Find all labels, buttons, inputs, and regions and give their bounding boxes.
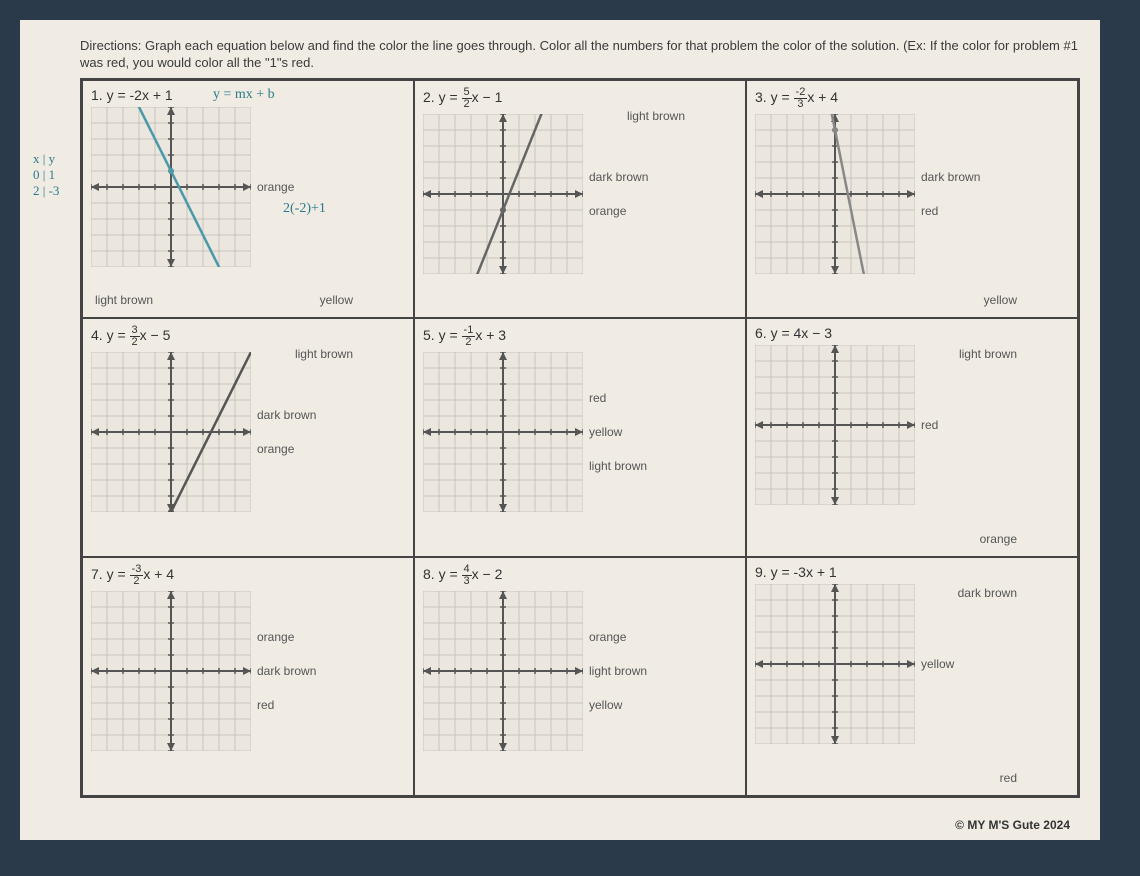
color-option: orange — [257, 630, 316, 644]
color-option: dark brown — [589, 170, 648, 184]
coordinate-graph — [755, 345, 915, 505]
coordinate-graph — [755, 584, 915, 744]
color-option: yellow — [589, 425, 647, 439]
problem-cell-2: 2. y = 52x − 1 dark brown orange light brow… — [414, 80, 746, 319]
color-labels: red yellow light brown — [589, 391, 647, 473]
color-labels: dark brown red — [921, 170, 980, 218]
equation: 3. y = -23x + 4 — [755, 87, 1069, 110]
coordinate-graph — [423, 352, 583, 512]
corner-label-br: yellow — [320, 293, 353, 307]
graph-wrap: dark brown orange — [91, 352, 405, 512]
corner-label-br: orange — [980, 532, 1017, 546]
problem-cell-9: 9. y = -3x + 1 yellow dark brown red — [746, 557, 1078, 796]
problem-cell-3: 3. y = -23x + 4 dark brown red yellow — [746, 80, 1078, 319]
equation: 8. y = 43x − 2 — [423, 564, 737, 587]
copyright: © MY M'S Gute 2024 — [955, 818, 1070, 832]
worksheet-page: Directions: Graph each equation below an… — [20, 20, 1100, 840]
corner-label-top: light brown — [295, 347, 353, 361]
graph-wrap: yellow — [755, 584, 1069, 744]
corner-label-br: red — [1000, 771, 1017, 785]
problem-cell-1: 1. y = -2x + 1y = mx + bx | y 0 | 1 2 | … — [82, 80, 414, 319]
handwritten-calc: 2(-2)+1 — [283, 201, 326, 217]
color-option: dark brown — [257, 664, 316, 678]
corner-label-br: yellow — [984, 293, 1017, 307]
equation: 2. y = 52x − 1 — [423, 87, 737, 110]
color-labels: orange dark brown red — [257, 630, 316, 712]
equation: 6. y = 4x − 3 — [755, 325, 1069, 341]
color-labels: dark brown orange — [589, 170, 648, 218]
color-option: orange — [257, 442, 316, 456]
color-option: red — [589, 391, 647, 405]
problem-cell-8: 8. y = 43x − 2 orange light brown yellow — [414, 557, 746, 796]
color-option: red — [257, 698, 316, 712]
color-labels: orange light brown yellow — [589, 630, 647, 712]
color-option: orange — [257, 180, 294, 194]
graph-wrap: orange dark brown red — [91, 591, 405, 751]
color-option: yellow — [589, 698, 647, 712]
coordinate-graph — [755, 114, 915, 274]
color-option: dark brown — [257, 408, 316, 422]
graph-wrap: dark brown orange — [423, 114, 737, 274]
problem-grid: 1. y = -2x + 1y = mx + bx | y 0 | 1 2 | … — [80, 78, 1080, 798]
problem-cell-5: 5. y = -12x + 3 red yellow light brown — [414, 318, 746, 557]
graph-wrap: orange light brown yellow — [423, 591, 737, 751]
color-option: light brown — [589, 459, 647, 473]
problem-cell-6: 6. y = 4x − 3 red light brown orange — [746, 318, 1078, 557]
color-labels: orange — [257, 180, 294, 194]
color-labels: dark brown orange — [257, 408, 316, 456]
equation: 4. y = 32x − 5 — [91, 325, 405, 348]
equation: 9. y = -3x + 1 — [755, 564, 1069, 580]
color-option: dark brown — [921, 170, 980, 184]
color-option: yellow — [921, 657, 954, 671]
color-option: orange — [589, 204, 648, 218]
color-option: red — [921, 418, 938, 432]
coordinate-graph — [91, 352, 251, 512]
corner-label-top: dark brown — [958, 586, 1017, 600]
handwritten-table: x | y 0 | 1 2 | -3 — [33, 151, 59, 199]
graph-wrap: dark brown red — [755, 114, 1069, 274]
coordinate-graph — [423, 591, 583, 751]
handwritten-slope-form: y = mx + b — [213, 87, 275, 103]
corner-label-bl: light brown — [95, 293, 153, 307]
corner-label-top: light brown — [627, 109, 685, 123]
problem-cell-4: 4. y = 32x − 5 dark brown orange light brow… — [82, 318, 414, 557]
color-labels: yellow — [921, 657, 954, 671]
color-option: red — [921, 204, 980, 218]
equation: 7. y = -32x + 4 — [91, 564, 405, 587]
graph-wrap: red — [755, 345, 1069, 505]
coordinate-graph — [423, 114, 583, 274]
color-option: light brown — [589, 664, 647, 678]
color-labels: red — [921, 418, 938, 432]
graph-wrap: orange — [91, 107, 405, 267]
coordinate-graph — [91, 107, 251, 267]
directions-text: Directions: Graph each equation below an… — [80, 38, 1080, 72]
problem-cell-7: 7. y = -32x + 4 orange dark brown red — [82, 557, 414, 796]
corner-label-top: light brown — [959, 347, 1017, 361]
equation: 5. y = -12x + 3 — [423, 325, 737, 348]
graph-wrap: red yellow light brown — [423, 352, 737, 512]
coordinate-graph — [91, 591, 251, 751]
color-option: orange — [589, 630, 647, 644]
